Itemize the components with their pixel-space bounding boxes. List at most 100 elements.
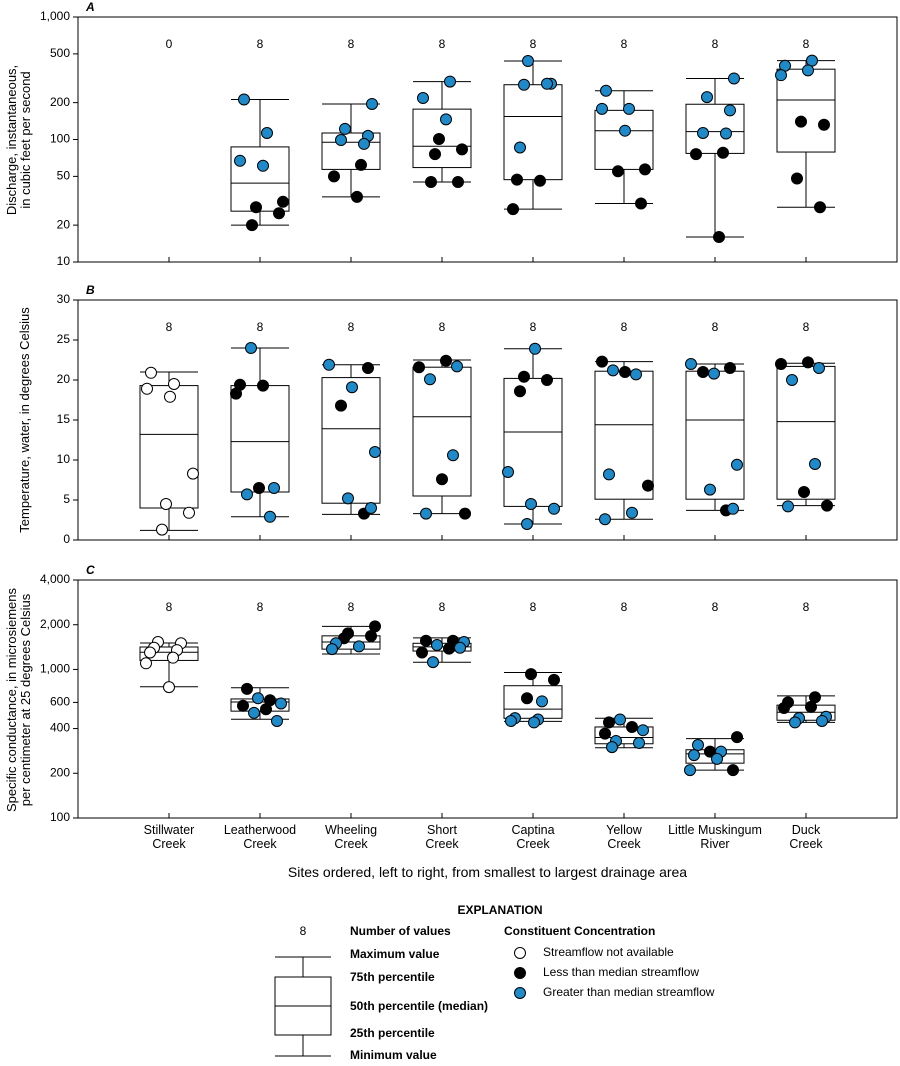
y-tick-label: 1,000 — [40, 662, 70, 676]
data-point — [805, 700, 817, 713]
data-point — [436, 473, 448, 486]
data-point — [789, 716, 801, 729]
data-point — [277, 195, 289, 208]
data-point — [163, 681, 175, 694]
data-point — [816, 714, 828, 727]
data-point — [420, 634, 432, 647]
data-point — [342, 492, 354, 505]
y-tick-label: 10 — [57, 452, 71, 466]
data-point — [167, 651, 179, 664]
count-label: 8 — [257, 320, 264, 334]
data-point — [541, 77, 553, 90]
box — [321, 132, 381, 170]
data-point — [518, 370, 530, 383]
data-point — [713, 230, 725, 243]
panel-label: B — [86, 283, 95, 297]
data-point — [353, 640, 365, 653]
count-label: 8 — [530, 320, 537, 334]
panel-label: A — [85, 0, 95, 14]
y-tick-label: 30 — [57, 292, 71, 306]
data-point — [782, 500, 794, 513]
y-tick-label: 200 — [50, 95, 70, 109]
data-point — [599, 727, 611, 740]
data-point — [275, 697, 287, 710]
data-point — [355, 158, 367, 171]
data-point — [633, 736, 645, 749]
data-point — [525, 498, 537, 510]
count-label: 8 — [166, 600, 173, 614]
data-point — [264, 510, 276, 523]
y-tick-label: 200 — [50, 765, 70, 779]
data-point — [241, 682, 253, 695]
data-point — [260, 703, 272, 716]
data-point — [230, 387, 242, 400]
y-tick-label: 10 — [57, 254, 71, 268]
data-point — [775, 69, 787, 82]
data-point — [246, 219, 258, 232]
count-label: 8 — [530, 37, 537, 51]
data-point — [724, 104, 736, 117]
data-point — [257, 159, 269, 172]
y-tick-label: 20 — [57, 372, 71, 386]
count-label: 8 — [348, 600, 355, 614]
data-point — [507, 203, 519, 216]
count-label: 8 — [166, 320, 173, 334]
data-point — [612, 165, 624, 178]
data-point — [731, 458, 743, 471]
box — [412, 108, 472, 169]
data-point — [447, 449, 459, 462]
data-point — [596, 355, 608, 368]
data-point — [245, 342, 257, 354]
count-label: 8 — [803, 320, 810, 334]
data-point — [728, 72, 740, 85]
data-point — [440, 354, 452, 367]
data-point — [187, 467, 199, 480]
data-point — [684, 764, 696, 777]
data-point — [529, 342, 541, 355]
data-point — [623, 102, 635, 115]
data-point — [818, 118, 830, 131]
data-point — [708, 367, 720, 380]
data-point — [802, 64, 814, 77]
count-label: 0 — [166, 37, 173, 51]
y-tick-label: 5 — [63, 492, 70, 506]
data-point — [614, 713, 626, 726]
data-point — [692, 739, 704, 752]
data-point — [369, 446, 381, 458]
y-axis-label: Discharge, instantaneous, in cubic feet … — [4, 64, 33, 216]
box — [503, 377, 563, 507]
y-tick-label: 50 — [57, 169, 71, 183]
data-point — [273, 207, 285, 220]
box — [685, 103, 745, 154]
data-point — [724, 362, 736, 374]
data-point — [323, 358, 335, 371]
legend-label: Less than median streamflow — [543, 965, 699, 979]
legend-box-label: 75th percentile — [350, 970, 435, 984]
data-point — [697, 366, 709, 378]
data-point — [237, 699, 249, 712]
legend-count-label: Number of values — [350, 924, 451, 938]
data-point — [454, 641, 466, 654]
box — [503, 84, 563, 181]
box — [776, 365, 836, 500]
data-point — [727, 502, 739, 515]
data-point — [606, 741, 618, 754]
data-point — [603, 468, 615, 481]
x-tick-label: Captina Creek — [511, 823, 555, 851]
data-point — [351, 190, 363, 203]
plot-frame — [77, 299, 898, 541]
plot-frame — [77, 579, 898, 819]
legend-box-label: Maximum value — [350, 947, 440, 961]
data-point — [813, 362, 825, 374]
data-point — [603, 716, 615, 729]
data-point — [635, 197, 647, 210]
data-point — [786, 374, 798, 386]
count-label: 8 — [530, 600, 537, 614]
data-point — [711, 752, 723, 765]
data-point — [141, 382, 153, 395]
y-tick-label: 100 — [50, 810, 70, 824]
data-point — [443, 642, 455, 655]
y-tick-label: 100 — [50, 132, 70, 146]
data-point — [522, 55, 534, 68]
